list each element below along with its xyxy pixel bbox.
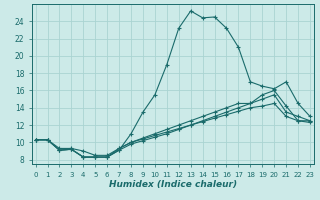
X-axis label: Humidex (Indice chaleur): Humidex (Indice chaleur): [109, 180, 237, 189]
